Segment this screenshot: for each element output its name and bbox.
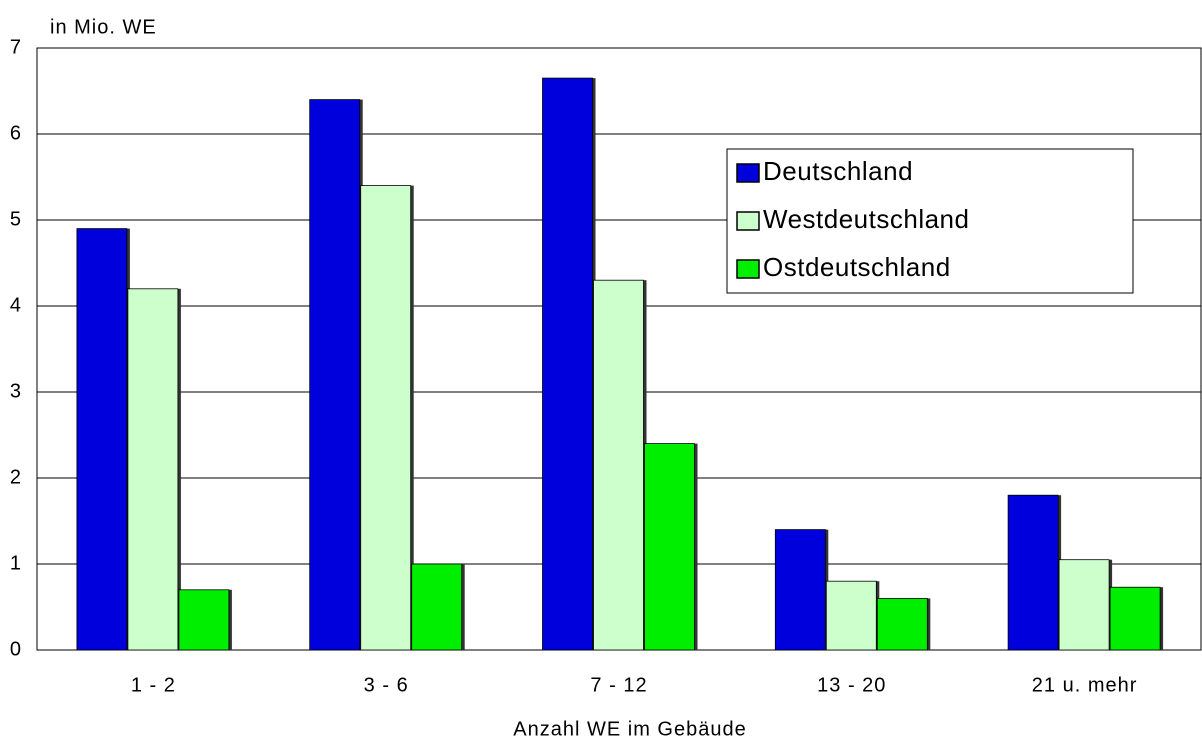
- x-tick-label: 13 - 20: [817, 674, 886, 696]
- bar: [1058, 559, 1110, 651]
- bar: [593, 279, 644, 651]
- bar: [127, 288, 179, 651]
- bar: [876, 598, 928, 651]
- bar: [644, 443, 695, 651]
- bar: [774, 529, 826, 651]
- y-tick-label: 7: [10, 36, 22, 58]
- bar: [1109, 586, 1161, 651]
- y-tick-label: 3: [10, 380, 22, 402]
- legend-label: Deutschland: [763, 156, 913, 186]
- bar: [76, 228, 128, 651]
- bar: [825, 580, 877, 651]
- legend-swatch: [736, 211, 760, 231]
- x-tick-label: 7 - 12: [590, 674, 647, 696]
- y-tick-label: 2: [10, 466, 22, 488]
- x-tick-label: 1 - 2: [131, 674, 176, 696]
- legend-swatch: [736, 163, 760, 183]
- y-tick-label: 6: [10, 122, 22, 144]
- y-tick-label: 1: [10, 552, 22, 574]
- x-axis-title: Anzahl WE im Gebäude: [513, 718, 746, 740]
- legend-label: Westdeutschland: [763, 204, 969, 234]
- bar: [411, 563, 463, 651]
- legend-swatch: [736, 259, 760, 279]
- y-tick-label: 0: [10, 638, 22, 660]
- bar: [360, 185, 412, 651]
- legend: Deutschland Westdeutschland Ostdeutschland: [726, 148, 1134, 294]
- y-axis-title: in Mio. WE: [50, 16, 157, 38]
- x-tick-label: 3 - 6: [364, 674, 409, 696]
- bar: [178, 589, 230, 651]
- legend-label: Ostdeutschland: [763, 252, 951, 282]
- bar: [309, 99, 361, 651]
- y-tick-label: 4: [10, 294, 22, 316]
- x-tick-label: 21 u. mehr: [1032, 674, 1138, 696]
- legend-box: [726, 148, 1134, 294]
- y-tick-label: 5: [10, 208, 22, 230]
- bar: [1007, 494, 1059, 651]
- bar: [542, 77, 593, 651]
